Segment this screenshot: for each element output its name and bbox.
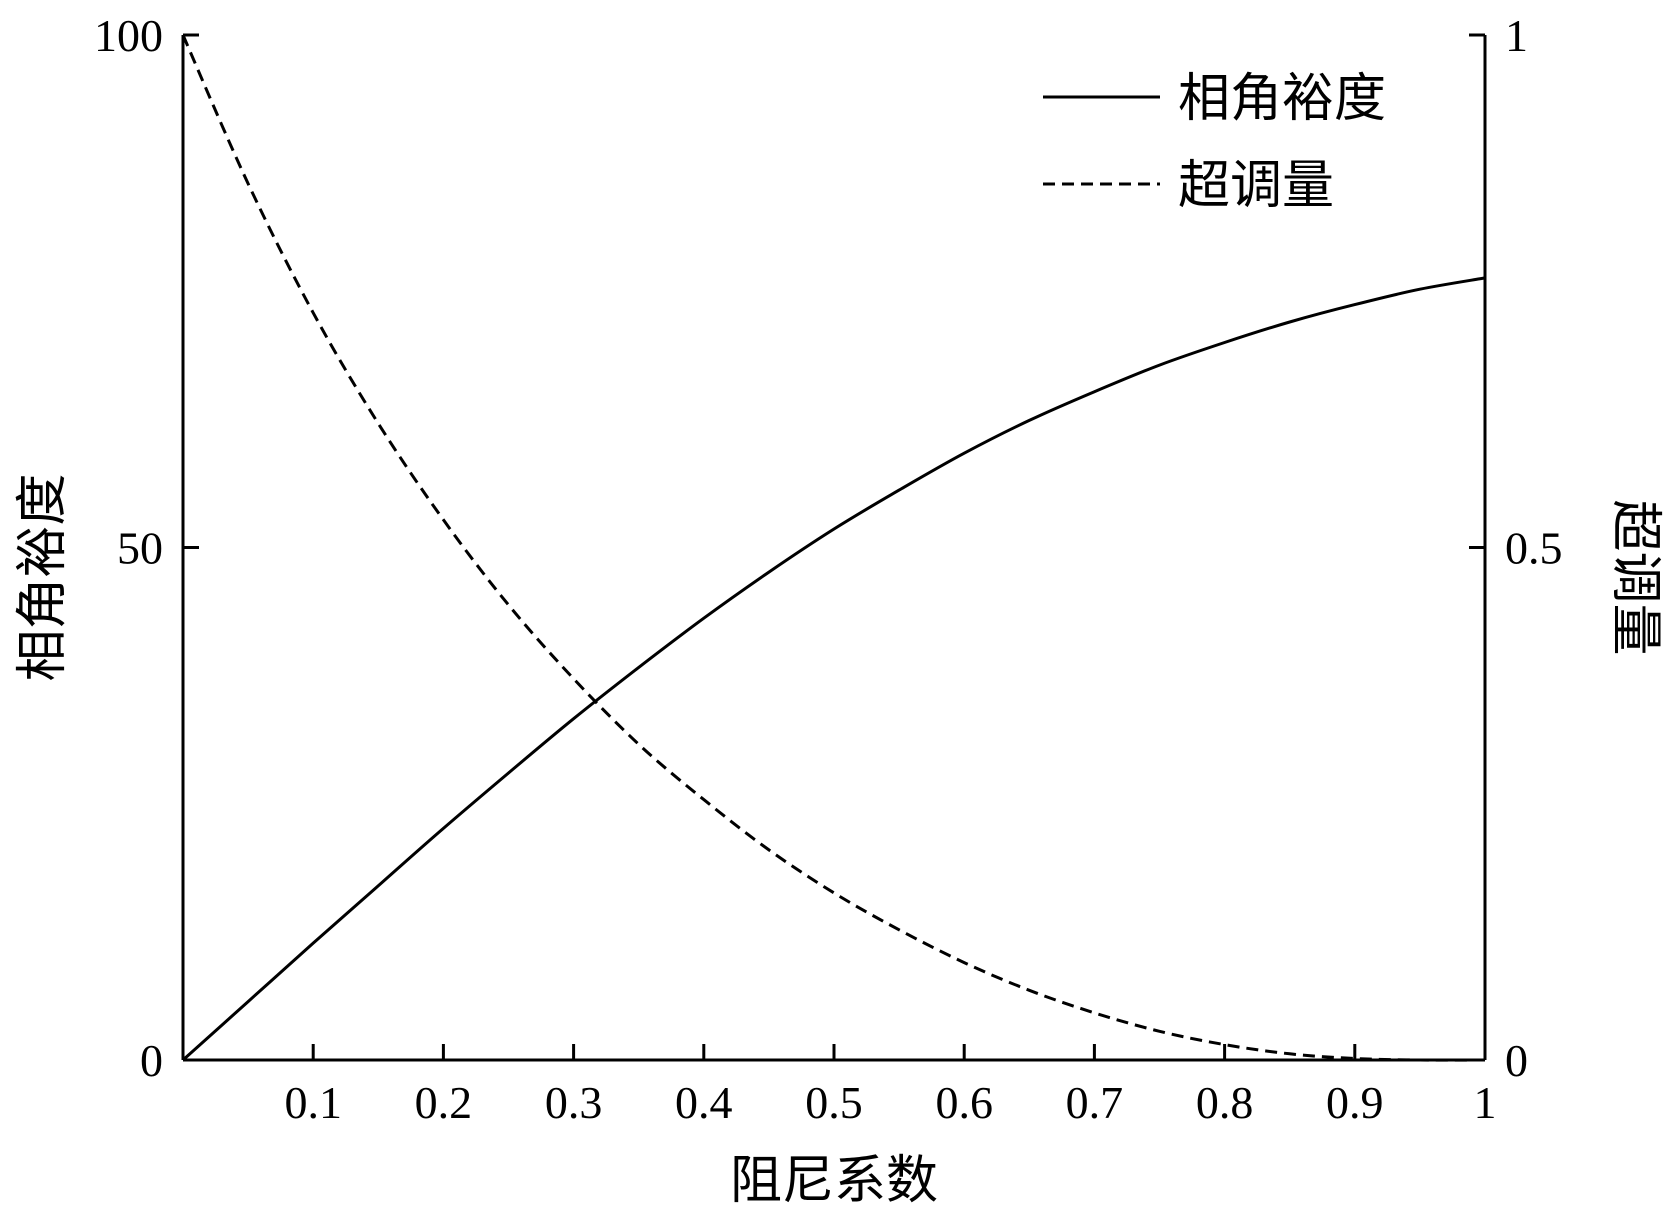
right-y-tick-label: 0.5 — [1505, 523, 1563, 574]
x-tick-label: 0.9 — [1326, 1077, 1384, 1128]
x-tick-label: 1 — [1474, 1077, 1497, 1128]
x-tick-label: 0.4 — [675, 1077, 733, 1128]
x-tick-label: 0.8 — [1196, 1077, 1254, 1128]
series-line-overshoot — [181, 34, 1486, 1062]
x-tick-label: 0.6 — [935, 1077, 993, 1128]
x-tick-label: 0.2 — [415, 1077, 473, 1128]
legend-label-overshoot: 超调量 — [1178, 156, 1334, 216]
x-tick-label: 0.7 — [1066, 1077, 1124, 1128]
legend-label-phase-margin: 相角裕度 — [1178, 69, 1386, 129]
left-y-axis-title: 相角裕度 — [13, 473, 73, 681]
right-y-tick-label: 1 — [1505, 10, 1528, 61]
x-tick-label: 0.5 — [805, 1077, 863, 1128]
left-y-tick-label: 100 — [94, 10, 163, 61]
right-y-tick-label: 0 — [1505, 1035, 1528, 1086]
left-y-tick-label: 50 — [117, 523, 163, 574]
legend: 相角裕度 超调量 — [1043, 69, 1386, 216]
series-layer — [181, 34, 1486, 1062]
x-axis-ticks: 0.1 0.2 0.3 0.4 0.5 0.6 0.7 0.8 0.9 1 — [284, 1044, 1497, 1128]
x-axis-title: 阻尼系数 — [730, 1151, 938, 1211]
left-y-axis-ticks: 0 50 100 — [94, 10, 199, 1086]
x-tick-label: 0.3 — [545, 1077, 603, 1128]
series-line-phase-margin — [181, 276, 1486, 1062]
right-y-axis-title: 超调量 — [1605, 499, 1665, 655]
x-tick-label: 0.1 — [284, 1077, 342, 1128]
left-y-tick-label: 0 — [140, 1035, 163, 1086]
right-y-axis-ticks: 00.51 — [1469, 10, 1563, 1086]
